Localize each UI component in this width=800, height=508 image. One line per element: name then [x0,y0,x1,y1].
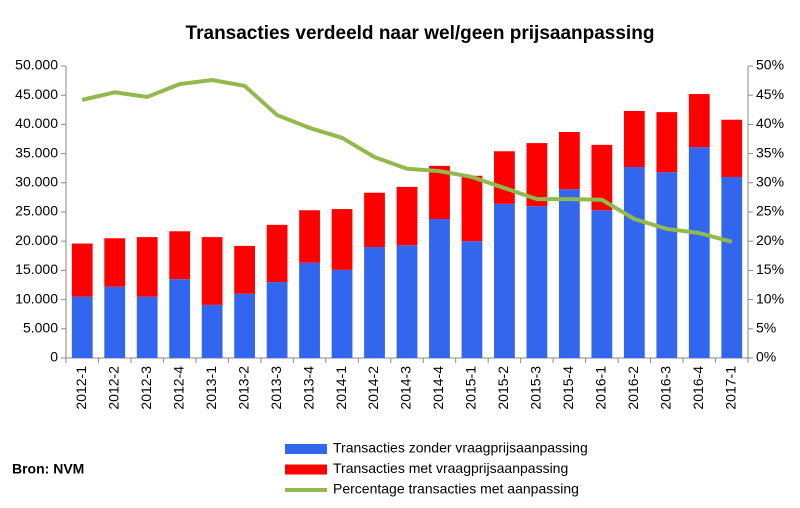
legend-label: Transacties zonder vraagprijsaanpassing [333,440,588,456]
bar [266,282,288,358]
y-tick-label: 50.000 [15,57,58,73]
bar [266,224,288,283]
bar [591,210,613,358]
x-tick-label: 2012-3 [138,366,154,410]
y2-tick-label: 45% [756,86,784,102]
bar [591,144,613,211]
x-tick-label: 2016-4 [690,366,706,410]
bar [169,231,191,280]
bar [494,203,515,358]
bar [136,296,158,358]
bar [623,110,645,168]
legend-label: Percentage transacties met aanpassing [333,481,579,497]
y-tick-label: 0 [50,349,58,365]
bar [364,247,385,358]
bar [71,243,93,297]
x-tick-label: 2012-1 [73,366,89,410]
bar [364,192,385,248]
legend-swatch [285,444,327,454]
y2-tick-label: 25% [756,203,784,219]
source-note: Bron: NVM [12,461,84,477]
x-tick-label: 2014-4 [430,366,446,410]
y-tick-label: 20.000 [15,232,58,248]
bar [234,293,256,358]
bar [201,237,223,305]
y2-tick-label: 20% [756,232,784,248]
bar [688,94,710,148]
bar [721,119,743,177]
bar [136,237,158,297]
x-tick-label: 2015-1 [463,366,479,410]
bar [526,143,548,207]
bar [461,175,483,242]
legend-swatch [285,464,327,475]
x-tick-label: 2013-3 [268,366,284,410]
x-tick-label: 2016-1 [593,366,609,410]
bar [494,151,515,204]
bar [299,210,320,263]
bar [656,112,678,173]
x-tick-label: 2012-2 [105,366,121,410]
y-tick-label: 15.000 [15,261,58,277]
x-tick-label: 2012-4 [170,366,186,410]
x-tick-label: 2015-3 [528,366,544,410]
y2-tick-label: 35% [756,144,784,160]
x-tick-label: 2013-1 [203,366,219,410]
bar [526,206,548,358]
bar [331,269,353,358]
bar [201,304,223,358]
bar [656,172,678,358]
bar [558,131,580,190]
x-tick-label: 2017-1 [722,366,738,410]
x-tick-label: 2016-2 [625,366,641,410]
bar [234,245,256,294]
legend-label: Transacties met vraagprijsaanpassing [333,460,568,476]
chart-title: Transacties verdeeld naar wel/geen prijs… [186,23,655,44]
bar [331,209,353,270]
x-tick-label: 2016-3 [658,366,674,410]
bar [169,279,191,358]
bar [429,165,450,220]
bar [71,296,93,358]
y-tick-label: 25.000 [15,203,58,219]
y2-tick-label: 40% [756,115,784,131]
y-tick-label: 40.000 [15,115,58,131]
y-tick-label: 5.000 [23,320,58,336]
x-tick-label: 2013-4 [300,366,316,410]
bar [429,219,450,358]
x-tick-label: 2014-3 [398,366,414,410]
bar [721,176,743,358]
bar [104,286,126,358]
y-tick-label: 30.000 [15,174,58,190]
x-tick-label: 2015-2 [495,366,511,410]
bar [623,167,645,358]
y2-tick-label: 5% [756,320,776,336]
y2-tick-label: 0% [756,349,776,365]
y-tick-label: 10.000 [15,290,58,306]
x-tick-label: 2015-4 [560,366,576,410]
y2-tick-label: 30% [756,174,784,190]
bar [396,245,418,358]
bar [461,241,483,358]
x-tick-label: 2014-2 [365,366,381,410]
x-tick-label: 2013-2 [235,366,251,410]
bar [396,186,418,246]
y2-tick-label: 15% [756,261,784,277]
y2-tick-label: 50% [756,57,784,73]
y-tick-label: 35.000 [15,144,58,160]
bar [104,238,126,287]
line-series [81,78,733,244]
bar [558,189,580,358]
y2-tick-label: 10% [756,290,784,306]
bar [688,147,710,358]
bar [299,262,320,358]
y-tick-label: 45.000 [15,86,58,102]
x-tick-label: 2014-1 [333,366,349,410]
